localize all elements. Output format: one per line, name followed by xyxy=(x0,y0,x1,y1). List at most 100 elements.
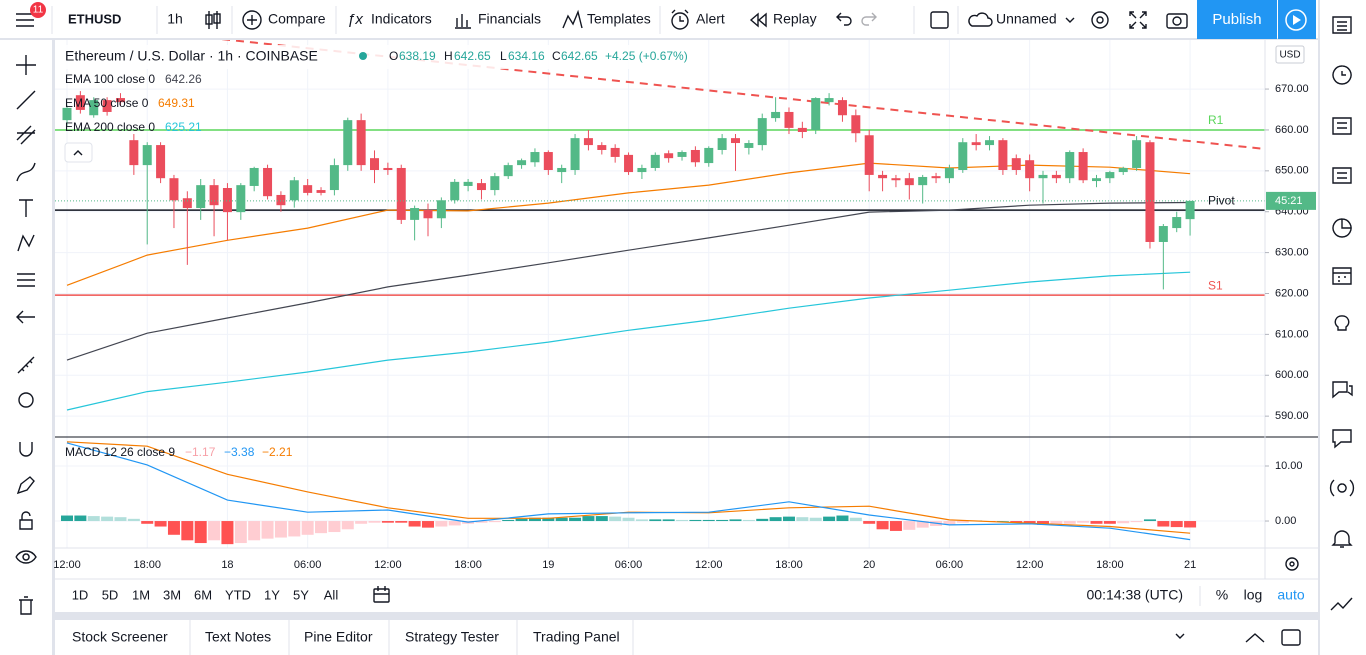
templates-icon[interactable] xyxy=(562,9,583,29)
range-button[interactable]: All xyxy=(324,587,339,602)
widget-glyph[interactable] xyxy=(1332,267,1352,285)
compare-icon[interactable] xyxy=(242,10,262,30)
sidebar-widget[interactable] xyxy=(1331,530,1353,548)
drawing-tool[interactable] xyxy=(15,550,37,564)
alert-icon[interactable] xyxy=(671,9,689,30)
sidebar-widget[interactable] xyxy=(1330,597,1353,611)
tool-glyph[interactable] xyxy=(16,162,36,182)
bottom-tab[interactable]: Pine Editor xyxy=(304,629,373,645)
layout-dropdown[interactable] xyxy=(1065,17,1075,23)
tab-dropdown[interactable] xyxy=(1175,633,1185,639)
tool-glyph[interactable] xyxy=(16,476,35,495)
sidebar-widget[interactable] xyxy=(1332,267,1352,285)
publish-label[interactable]: Publish xyxy=(1212,11,1261,28)
collapse-icon[interactable] xyxy=(73,150,83,156)
sidebar-widget[interactable] xyxy=(1332,218,1352,238)
widget-glyph[interactable] xyxy=(1332,65,1352,85)
settings-button[interactable] xyxy=(1091,11,1109,29)
drawing-tool[interactable] xyxy=(19,596,33,615)
tool-glyph[interactable] xyxy=(15,550,37,564)
drawing-tool[interactable] xyxy=(17,234,35,252)
sidebar-widget[interactable] xyxy=(1332,117,1352,135)
maximize-panel[interactable] xyxy=(1245,633,1265,643)
compare-button[interactable]: Compare xyxy=(268,11,326,27)
tool-glyph[interactable] xyxy=(19,596,33,615)
redo-icon[interactable] xyxy=(861,12,877,26)
range-button[interactable]: 1Y xyxy=(264,587,280,602)
bottom-tab[interactable]: Trading Panel xyxy=(533,629,620,645)
sidebar-widget[interactable] xyxy=(1332,381,1353,399)
log-toggle[interactable]: log xyxy=(1244,587,1263,603)
drawing-tool[interactable] xyxy=(16,90,36,110)
undo-icon[interactable] xyxy=(836,12,852,26)
interval[interactable]: 1h xyxy=(167,11,183,27)
drawing-tool[interactable] xyxy=(16,55,36,75)
sidebar-widget[interactable] xyxy=(1334,315,1350,331)
goto-date[interactable] xyxy=(373,586,390,603)
widget-glyph[interactable] xyxy=(1332,218,1352,238)
range-button[interactable]: 5D xyxy=(102,587,119,602)
trend-line[interactable] xyxy=(55,22,1265,150)
widget-glyph[interactable] xyxy=(1329,479,1355,497)
widget-glyph[interactable] xyxy=(1332,381,1353,399)
range-button[interactable]: 1D xyxy=(72,587,89,602)
drawing-tool[interactable] xyxy=(17,273,35,287)
tool-glyph[interactable] xyxy=(16,90,36,110)
drawing-tool[interactable] xyxy=(17,356,35,374)
tool-glyph[interactable] xyxy=(19,199,33,217)
tool-glyph[interactable] xyxy=(16,55,36,75)
drawing-tool[interactable] xyxy=(19,199,33,217)
range-button[interactable]: 3M xyxy=(163,587,181,602)
drawing-tool[interactable] xyxy=(16,310,35,324)
financials-icon[interactable] xyxy=(455,14,471,29)
tool-glyph[interactable] xyxy=(19,511,33,530)
widget-glyph[interactable] xyxy=(1330,597,1353,611)
publish-button[interactable] xyxy=(1197,0,1277,39)
drawing-tool[interactable] xyxy=(19,442,33,457)
menu-button[interactable] xyxy=(16,13,34,27)
drawing-tool[interactable] xyxy=(19,511,33,530)
indicators-icon[interactable]: ƒx xyxy=(347,11,363,28)
play-icon[interactable] xyxy=(1285,9,1307,31)
tool-glyph[interactable] xyxy=(16,125,36,145)
widget-glyph[interactable] xyxy=(1334,315,1350,331)
templates-button[interactable]: Templates xyxy=(587,11,651,27)
widget-glyph[interactable] xyxy=(1332,117,1352,135)
indicators-button[interactable]: Indicators xyxy=(371,11,432,27)
clock[interactable]: 00:14:38 (UTC) xyxy=(1087,587,1183,603)
range-button[interactable]: 6M xyxy=(194,587,212,602)
auto-toggle[interactable]: auto xyxy=(1277,587,1304,603)
tool-glyph[interactable] xyxy=(17,234,35,252)
drawing-tool[interactable] xyxy=(16,162,36,182)
widget-glyph[interactable] xyxy=(1332,429,1352,449)
panel-layout[interactable] xyxy=(1281,629,1301,646)
sidebar-widget[interactable] xyxy=(1332,429,1352,449)
play-triangle[interactable] xyxy=(1293,15,1301,25)
drawing-tool[interactable] xyxy=(16,476,35,495)
tool-glyph[interactable] xyxy=(17,273,35,287)
collapse-legend[interactable] xyxy=(64,142,93,163)
bottom-tab[interactable]: Stock Screener xyxy=(72,629,168,645)
range-button[interactable]: YTD xyxy=(225,587,251,602)
widget-glyph[interactable] xyxy=(1332,16,1352,34)
widget-glyph[interactable] xyxy=(1332,167,1352,184)
chart-type-button[interactable] xyxy=(205,11,221,29)
layout-button[interactable] xyxy=(930,11,949,29)
replay-icon[interactable] xyxy=(749,12,767,28)
tool-glyph[interactable] xyxy=(17,356,35,374)
cloud-icon[interactable] xyxy=(968,12,993,27)
layout-name[interactable]: Unnamed xyxy=(996,11,1057,27)
currency-tag[interactable] xyxy=(1275,45,1305,64)
sidebar-widget[interactable] xyxy=(1332,65,1352,85)
symbol[interactable]: ETHUSD xyxy=(68,11,121,26)
bottom-tab[interactable]: Strategy Tester xyxy=(405,629,499,645)
time-axis-settings[interactable] xyxy=(1285,557,1299,571)
bottom-tab[interactable]: Text Notes xyxy=(205,629,271,645)
snapshot-button[interactable] xyxy=(1166,13,1188,29)
drawing-tool[interactable] xyxy=(16,125,36,145)
replay-button[interactable]: Replay xyxy=(773,11,817,27)
financials-button[interactable]: Financials xyxy=(478,11,541,27)
tool-glyph[interactable] xyxy=(18,392,34,408)
sidebar-widget[interactable] xyxy=(1329,479,1355,497)
tool-glyph[interactable] xyxy=(16,310,35,324)
